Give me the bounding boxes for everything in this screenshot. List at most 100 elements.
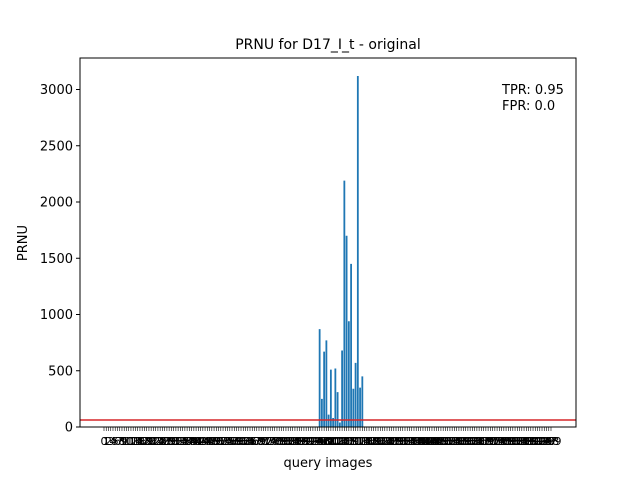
x-tick-label: 83 xyxy=(283,435,297,448)
x-tick-label: 142 xyxy=(412,435,433,448)
x-tick-label: 192 xyxy=(525,435,546,448)
x-tick-label: 14 xyxy=(128,435,142,448)
x-tick-label: 144 xyxy=(417,435,438,448)
x-tick-label: 96 xyxy=(313,435,327,448)
x-tick-label: 106 xyxy=(332,435,353,448)
x-tick-label: 8 xyxy=(118,435,125,448)
bar xyxy=(327,414,330,428)
x-tick-label: 58 xyxy=(227,435,241,448)
x-tick-label: 53 xyxy=(216,435,230,448)
x-tick-label: 73 xyxy=(261,435,275,448)
x-tick-label: 117 xyxy=(356,435,377,448)
x-tick-label: 151 xyxy=(433,435,454,448)
x-tick-label: 11 xyxy=(122,435,136,448)
bar xyxy=(347,321,350,427)
x-tick-label: 12 xyxy=(124,435,138,448)
x-tick-label: 135 xyxy=(397,435,418,448)
y-tick-label: 3000 xyxy=(40,83,73,98)
x-tick-label: 78 xyxy=(272,435,286,448)
x-tick-label: 92 xyxy=(304,435,318,448)
x-tick-label: 120 xyxy=(363,435,384,448)
x-tick-label: 115 xyxy=(352,435,373,448)
x-tick-label: 52 xyxy=(214,435,228,448)
x-tick-label: 134 xyxy=(394,435,415,448)
bar xyxy=(332,418,335,427)
x-tick-label: 70 xyxy=(254,435,268,448)
bar xyxy=(318,329,321,428)
x-tick-label: 66 xyxy=(245,435,259,448)
x-tick-label: 116 xyxy=(354,435,375,448)
x-tick-label: 196 xyxy=(534,435,555,448)
y-tick-label: 1000 xyxy=(40,308,73,323)
x-tick-label: 20 xyxy=(142,435,156,448)
x-tick-label: 27 xyxy=(158,435,172,448)
x-tick-label: 143 xyxy=(415,435,436,448)
x-tick-label: 2 xyxy=(105,435,112,448)
tpr-annotation: TPR: 0.95 xyxy=(501,83,564,98)
bar xyxy=(350,263,352,428)
x-tick-label: 75 xyxy=(265,435,279,448)
x-tick-label: 40 xyxy=(187,435,201,448)
x-tick-label: 126 xyxy=(377,435,398,448)
x-tick-label: 174 xyxy=(484,435,505,448)
bar xyxy=(361,376,364,428)
x-tick-label: 152 xyxy=(435,435,456,448)
x-tick-label: 98 xyxy=(317,435,331,448)
x-tick-label: 59 xyxy=(230,435,244,448)
x-tick-label: 93 xyxy=(306,435,320,448)
x-tick-label: 30 xyxy=(164,435,178,448)
x-tick-label: 33 xyxy=(171,435,185,448)
x-tick-label: 108 xyxy=(336,435,357,448)
x-tick-label: 51 xyxy=(212,435,226,448)
x-tick-label: 64 xyxy=(241,435,255,448)
x-tick-label: 62 xyxy=(236,435,250,448)
x-tick-label: 154 xyxy=(439,435,460,448)
x-tick-label: 157 xyxy=(446,435,467,448)
y-tick-label: 2000 xyxy=(40,196,73,211)
x-tick-label: 141 xyxy=(410,435,431,448)
x-tick-label: 170 xyxy=(475,435,496,448)
x-tick-label: 86 xyxy=(290,435,304,448)
x-tick-label: 65 xyxy=(243,435,257,448)
x-tick-label: 105 xyxy=(329,435,350,448)
x-tick-label: 181 xyxy=(500,435,521,448)
x-tick-label: 87 xyxy=(292,435,306,448)
x-tick-label: 32 xyxy=(169,435,183,448)
x-tick-label: 124 xyxy=(372,435,393,448)
x-tick-label: 95 xyxy=(310,435,324,448)
x-tick-label: 99 xyxy=(319,435,333,448)
x-tick-label: 146 xyxy=(421,435,442,448)
x-tick-label: 147 xyxy=(424,435,445,448)
y-tick-label: 0 xyxy=(65,421,73,436)
x-tick-label: 26 xyxy=(155,435,169,448)
x-tick-label: 197 xyxy=(536,435,557,448)
x-tick-label: 137 xyxy=(401,435,422,448)
x-tick-label: 48 xyxy=(205,435,219,448)
bar xyxy=(325,340,328,428)
bar xyxy=(336,392,339,428)
x-tick-label: 25 xyxy=(153,435,167,448)
x-tick-label: 47 xyxy=(203,435,217,448)
x-tick-label: 97 xyxy=(315,435,329,448)
x-tick-label: 145 xyxy=(419,435,440,448)
bar xyxy=(345,235,348,427)
x-tick-label: 72 xyxy=(259,435,273,448)
x-tick-label: 113 xyxy=(347,435,368,448)
x-tick-label: 148 xyxy=(426,435,447,448)
x-tick-label: 163 xyxy=(460,435,481,448)
x-tick-label: 22 xyxy=(146,435,160,448)
x-tick-label: 55 xyxy=(221,435,235,448)
x-tick-label: 16 xyxy=(133,435,147,448)
x-tick-label: 4 xyxy=(109,435,116,448)
x-tick-label: 191 xyxy=(523,435,544,448)
x-tick-label: 6 xyxy=(114,435,121,448)
x-tick-label: 31 xyxy=(167,435,181,448)
x-tick-label: 89 xyxy=(297,435,311,448)
x-tick-label: 169 xyxy=(473,435,494,448)
x-tick-label: 149 xyxy=(428,435,449,448)
x-tick-label: 171 xyxy=(478,435,499,448)
x-tick-label: 129 xyxy=(383,435,404,448)
bar xyxy=(356,76,359,427)
x-tick-label: 81 xyxy=(279,435,293,448)
